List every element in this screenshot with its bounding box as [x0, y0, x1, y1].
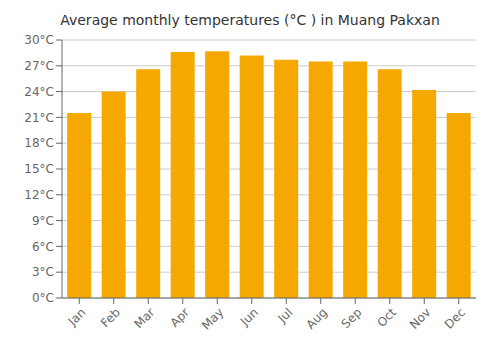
svg-text:Feb: Feb: [98, 305, 123, 330]
svg-text:18°C: 18°C: [24, 136, 54, 150]
svg-text:6°C: 6°C: [32, 240, 54, 254]
svg-text:Oct: Oct: [374, 305, 399, 330]
svg-text:Apr: Apr: [167, 305, 192, 330]
svg-text:Nov: Nov: [407, 305, 433, 331]
svg-text:12°C: 12°C: [24, 188, 54, 202]
svg-text:0°C: 0°C: [32, 291, 54, 305]
svg-text:Sep: Sep: [339, 305, 365, 331]
svg-text:21°C: 21°C: [24, 111, 54, 125]
html-text:Average monthly temperatures (: Average monthly temperatures (°C ) in Mu…: [60, 12, 440, 28]
svg-text:Mar: Mar: [132, 305, 158, 331]
svg-text:27°C: 27°C: [24, 59, 54, 73]
svg-text:Dec: Dec: [442, 305, 468, 331]
svg-text:Jun: Jun: [237, 305, 261, 329]
svg-text:24°C: 24°C: [24, 85, 54, 99]
svg-text:Aug: Aug: [303, 305, 329, 331]
svg-text:15°C: 15°C: [24, 162, 54, 176]
svg-text:30°C: 30°C: [24, 33, 54, 47]
svg-text:Jan: Jan: [65, 305, 89, 329]
svg-text:3°C: 3°C: [32, 265, 54, 279]
svg-text:May: May: [199, 305, 226, 332]
svg-text:9°C: 9°C: [32, 214, 54, 228]
svg-text:Jul: Jul: [275, 305, 296, 326]
